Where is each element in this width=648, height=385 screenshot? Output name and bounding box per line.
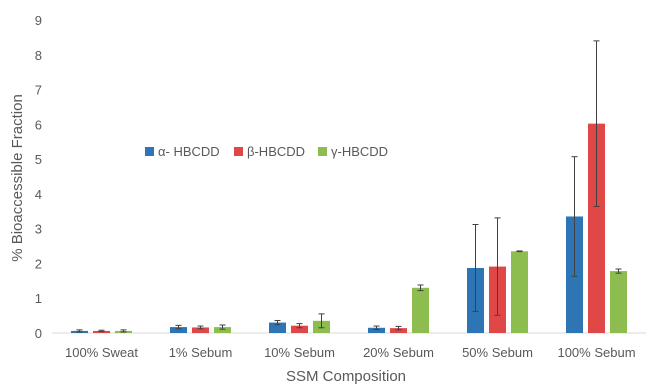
y-tick-label: 7 [35, 83, 42, 98]
y-axis-title: % Bioaccessible Fraction [9, 94, 26, 262]
x-tick-label: 10% Sebum [264, 345, 335, 360]
y-tick-label: 1 [35, 291, 42, 306]
legend-swatch-1 [145, 147, 154, 156]
x-tick-label: 100% Sebum [557, 345, 635, 360]
bar-2-2 [192, 327, 209, 333]
y-tick-label: 9 [35, 13, 42, 28]
y-tick-label: 4 [35, 187, 42, 202]
y-tick-label: 2 [35, 256, 42, 271]
bar-3-4 [412, 287, 429, 333]
y-axis-ticks: 0 1 2 3 4 5 6 7 8 9 [35, 13, 42, 341]
legend-label-1: α- HBCDD [158, 144, 220, 159]
y-tick-label: 6 [35, 117, 42, 132]
legend-label-2: β-HBCDD [247, 144, 305, 159]
x-tick-label: 1% Sebum [169, 345, 233, 360]
y-tick-label: 8 [35, 48, 42, 63]
legend-swatch-2 [234, 147, 243, 156]
bar-2-3 [291, 325, 308, 333]
x-axis-ticks: 100% Sweat 1% Sebum 10% Sebum 20% Sebum 50% … [65, 345, 636, 360]
bar-2-4 [390, 328, 407, 333]
x-tick-label: 50% Sebum [462, 345, 533, 360]
legend-label-3: γ-HBCDD [331, 144, 388, 159]
x-tick-label: 20% Sebum [363, 345, 434, 360]
x-tick-label: 100% Sweat [65, 345, 138, 360]
bar-3-5 [511, 251, 528, 333]
bars [71, 40, 627, 333]
y-tick-label: 3 [35, 222, 42, 237]
legend-swatch-3 [318, 147, 327, 156]
bar-3-6 [610, 271, 627, 333]
x-axis-title: SSM Composition [286, 368, 406, 385]
bar-2-6 [588, 123, 605, 333]
bar-1-3 [269, 322, 286, 333]
bar-1-4 [368, 327, 385, 333]
y-tick-label: 0 [35, 326, 42, 341]
bar-3-2 [214, 327, 231, 333]
legend: α- HBCDD β-HBCDD γ-HBCDD [145, 144, 388, 159]
y-tick-label: 5 [35, 152, 42, 167]
bar-1-2 [170, 327, 187, 333]
